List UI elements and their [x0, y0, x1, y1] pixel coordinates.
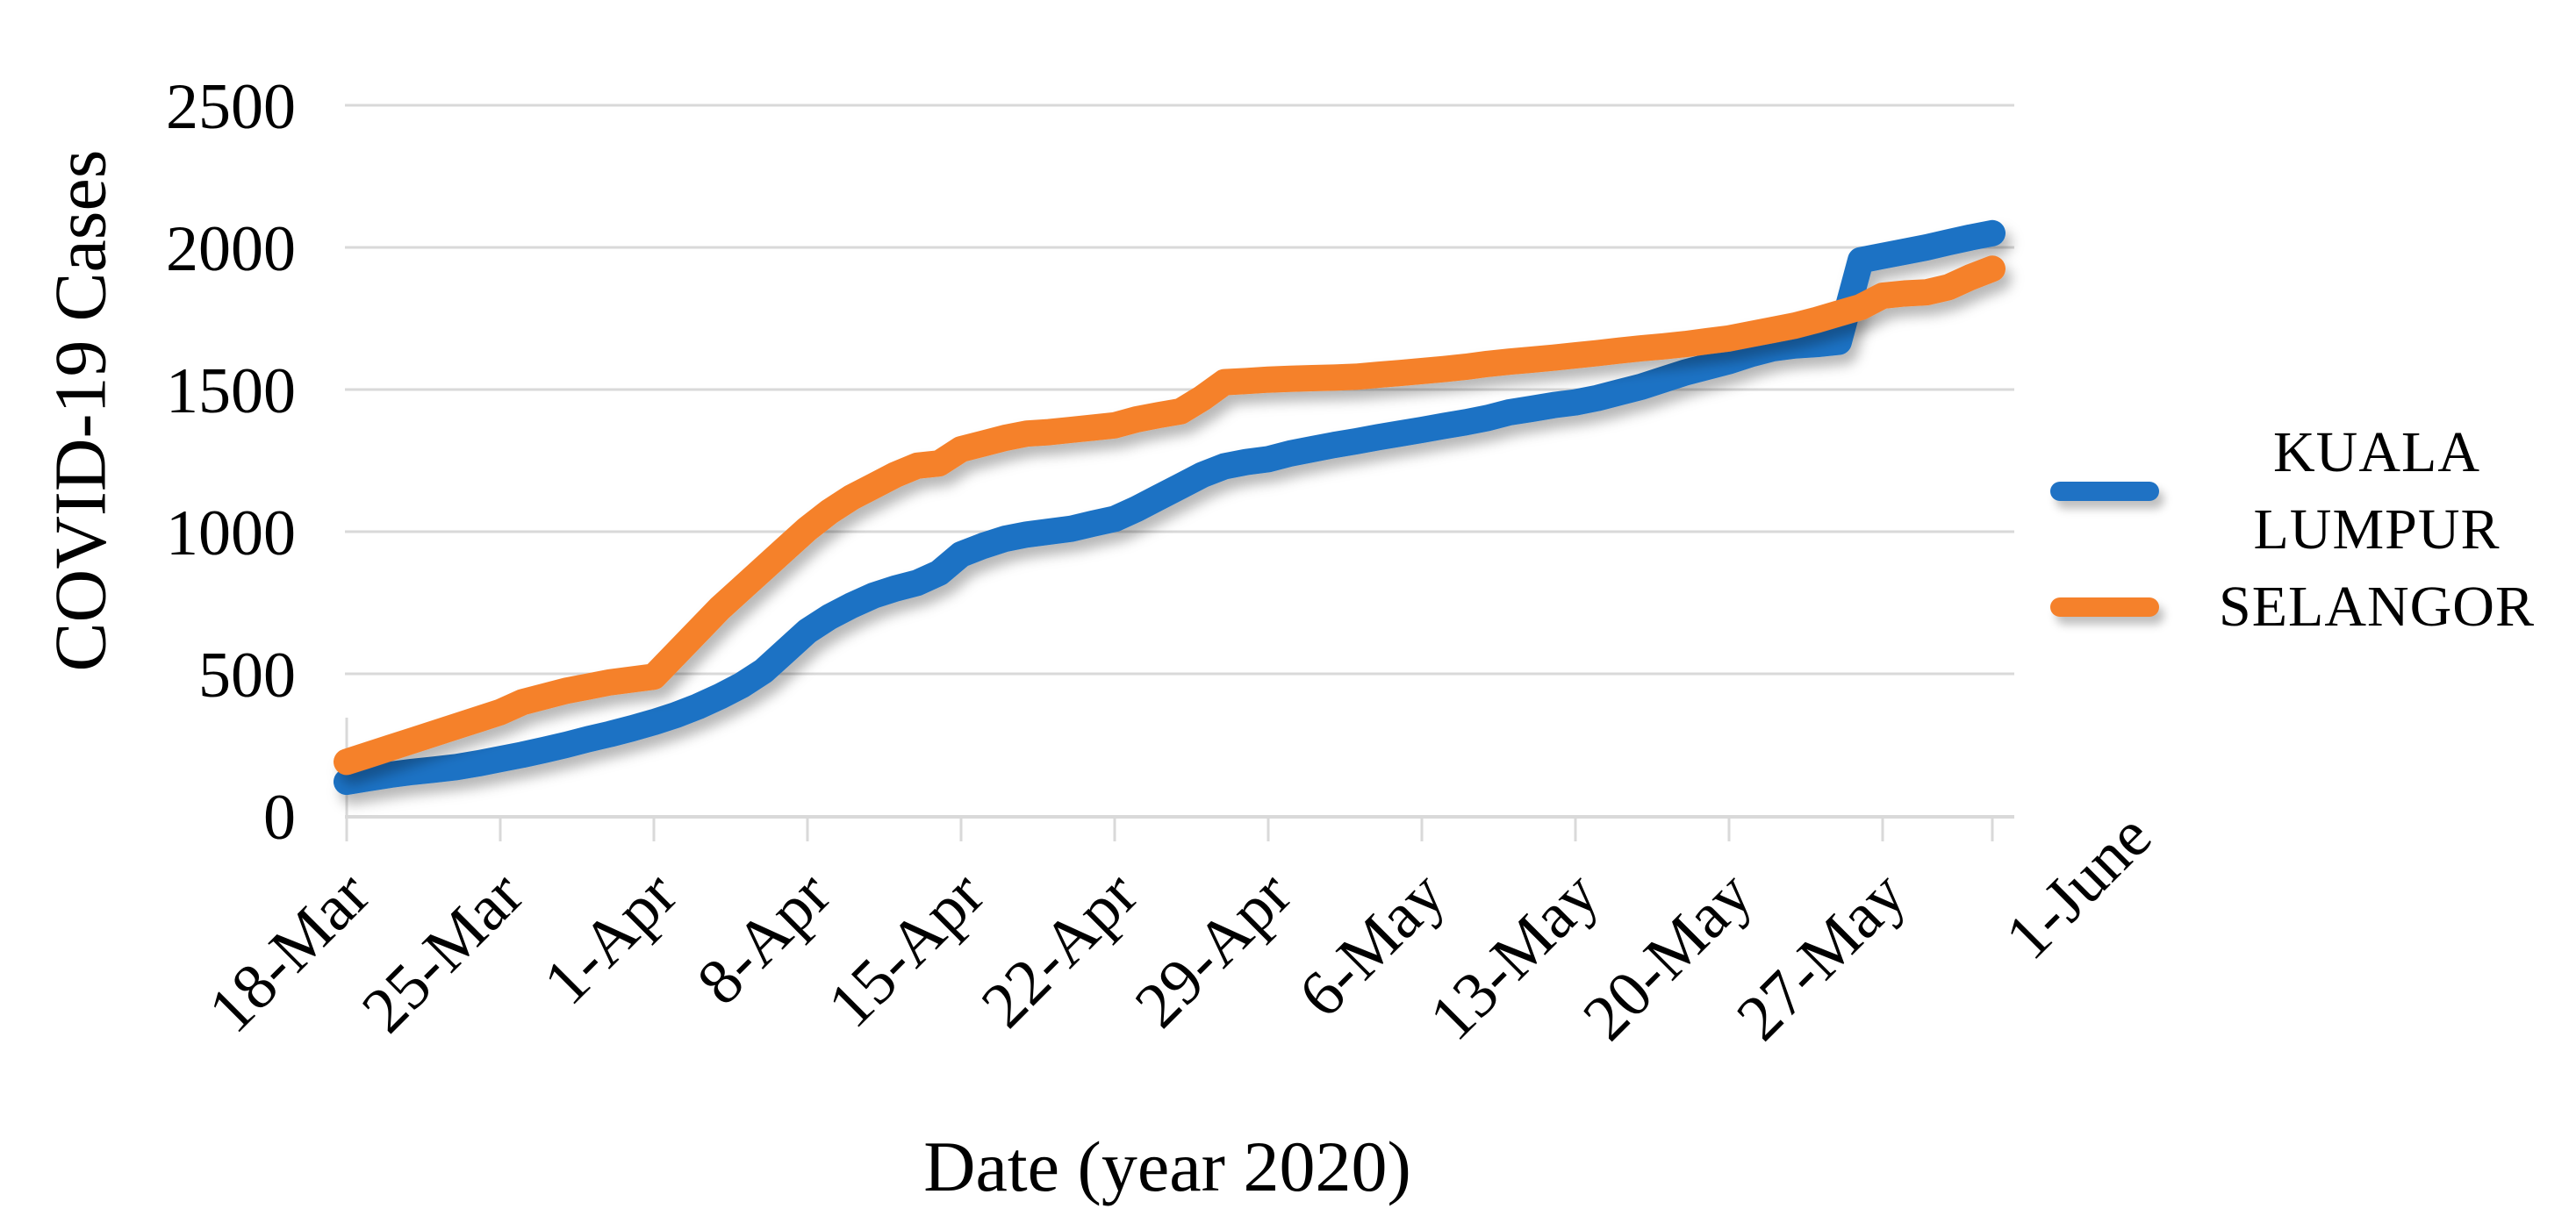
series-line-kuala-lumpur: [334, 219, 2006, 796]
x-tick-label-18-Mar: 18-Mar: [195, 858, 384, 1047]
legend: KUALA LUMPUR SELANGOR: [2050, 414, 2559, 646]
legend-entry-selangor: SELANGOR: [2050, 569, 2559, 646]
x-tick-label-1-June: 1-June: [1992, 800, 2165, 973]
legend-label-kuala-lumpur: KUALA LUMPUR: [2253, 420, 2501, 562]
legend-label-selangor: SELANGOR: [2218, 575, 2535, 639]
y-tick-label-2000: 2000: [166, 213, 296, 285]
x-axis-title: Date (year 2020): [923, 1127, 1411, 1206]
x-tick-label-27-May: 27-May: [1723, 858, 1919, 1055]
legend-entry-kuala-lumpur: KUALA LUMPUR: [2050, 414, 2559, 569]
x-tick-label-20-May: 20-May: [1569, 858, 1766, 1055]
x-tick-label-15-Apr: 15-Apr: [814, 858, 998, 1041]
y-tick-label-500: 500: [198, 640, 296, 712]
x-tick-label-22-Apr: 22-Apr: [968, 858, 1152, 1041]
kuala-lumpur-line-swatch: [2050, 482, 2159, 501]
x-tick-label-25-Mar: 25-Mar: [348, 858, 537, 1047]
x-tick-label-29-Apr: 29-Apr: [1122, 858, 1305, 1041]
selangor-line-swatch: [2050, 597, 2159, 617]
y-axis-title: COVID-19 Cases: [39, 149, 122, 672]
x-tick-label-13-May: 13-May: [1416, 858, 1612, 1055]
x-tick-label-1-Apr: 1-Apr: [530, 858, 691, 1019]
y-tick-label-0: 0: [263, 782, 296, 854]
y-tick-label-1000: 1000: [166, 497, 296, 569]
series-line-selangor: [334, 255, 2006, 776]
y-tick-label-2500: 2500: [166, 71, 296, 143]
y-tick-label-1500: 1500: [166, 355, 296, 427]
